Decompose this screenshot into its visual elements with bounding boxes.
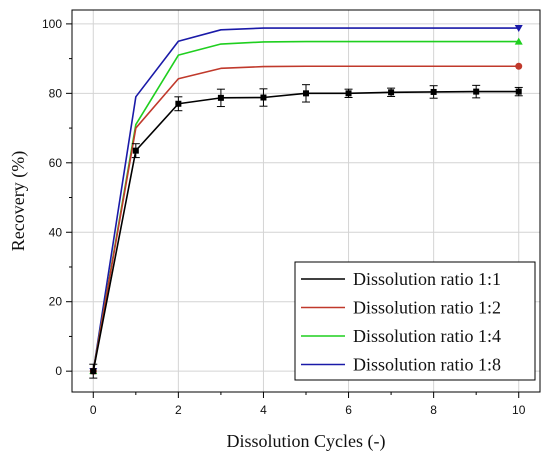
data-point [388, 89, 395, 96]
legend-label: Dissolution ratio 1:8 [353, 355, 501, 375]
data-point [430, 88, 437, 95]
y-tick-label: 0 [55, 364, 62, 378]
series-1 [89, 84, 523, 379]
y-tick-label: 60 [49, 156, 63, 170]
data-point [473, 88, 480, 95]
x-tick-label: 8 [430, 403, 437, 417]
data-point [175, 100, 182, 107]
series-line [92, 27, 519, 372]
data-point [514, 25, 523, 33]
x-tick-label: 10 [512, 403, 526, 417]
data-point [260, 94, 267, 101]
data-point [90, 368, 97, 375]
x-tick-label: 2 [175, 403, 182, 417]
legend-label: Dissolution ratio 1:4 [353, 326, 501, 346]
x-axis-label: Dissolution Cycles (-) [227, 431, 386, 452]
x-tick-label: 0 [90, 403, 97, 417]
legend-label: Dissolution ratio 1:1 [353, 269, 501, 289]
legend-box [294, 261, 536, 381]
y-tick-label: 40 [49, 225, 63, 239]
x-tick-label: 6 [345, 403, 352, 417]
y-tick-label: 80 [49, 86, 63, 100]
data-point [345, 90, 352, 97]
series-line [92, 65, 519, 372]
legend-label: Dissolution ratio 1:2 [353, 298, 501, 318]
legend: Dissolution ratio 1:1 Dissolution ratio 1… [294, 261, 536, 381]
grid-lines [72, 10, 540, 392]
data-point [515, 88, 522, 95]
data-point [217, 94, 224, 101]
x-tick-label: 4 [260, 403, 267, 417]
y-tick-label: 20 [49, 295, 63, 309]
series-line [92, 40, 519, 372]
data-point [514, 37, 523, 45]
data-point [132, 147, 139, 154]
series-layer [89, 25, 523, 379]
y-axis-label: Recovery (%) [8, 151, 29, 251]
data-point [303, 90, 309, 97]
y-tick-label: 100 [42, 17, 62, 31]
data-point [515, 62, 523, 70]
